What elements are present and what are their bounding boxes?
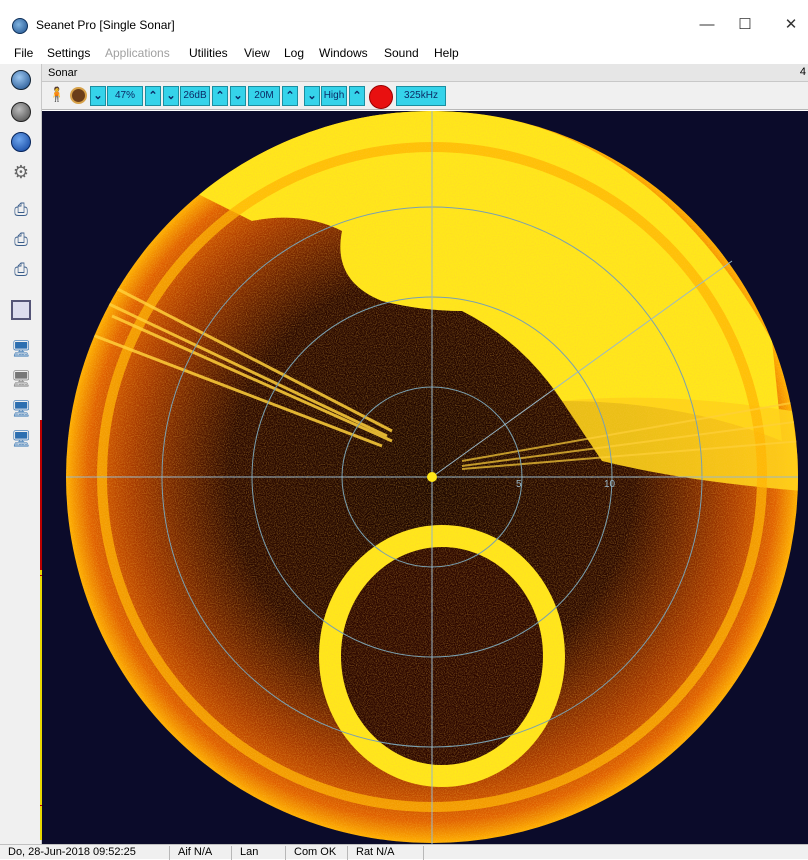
sonar-controls: 🧍 ⌄ 47% ⌃ ⌄ 26dB ⌃ ⌄ 20M ⌃ ⌄ High ⌃ 325k… (42, 82, 808, 110)
resolution-value[interactable]: High (321, 86, 347, 106)
menu-utilities[interactable]: Utilities (189, 46, 228, 60)
panel-icon[interactable] (11, 300, 31, 320)
status-com: Com OK (290, 846, 348, 860)
title-bar: Seanet Pro [Single Sonar] — ☐ ✕ (0, 0, 808, 42)
record-button[interactable] (369, 85, 393, 109)
printer-icon-3[interactable]: ⎙ (14, 260, 28, 279)
maximize-button[interactable]: ☐ (738, 16, 752, 33)
range-value[interactable]: 20M (248, 86, 280, 106)
seanet-app-icon (12, 18, 28, 34)
range-up-button[interactable]: ⌃ (282, 86, 298, 106)
menu-file[interactable]: File (14, 46, 34, 60)
range-label-10: 10 (604, 479, 616, 490)
resolution-up-button[interactable]: ⌃ (349, 86, 365, 106)
gain-value[interactable]: 47% (107, 86, 143, 106)
monitor-icon-3[interactable]: 🖥 (11, 401, 32, 418)
gain-up-button[interactable]: ⌃ (145, 86, 161, 106)
status-aif: Aif N/A (174, 846, 232, 860)
settings-gears-icon[interactable]: ⚙ (12, 162, 30, 182)
sweep-line (431, 260, 733, 478)
frequency-value[interactable]: 325kHz (396, 86, 446, 106)
contrast-value[interactable]: 26dB (180, 86, 210, 106)
sonar-panel-title: Sonar (48, 67, 78, 79)
person-icon[interactable]: 🧍 (48, 86, 66, 102)
menu-view[interactable]: View (244, 46, 270, 60)
status-datetime: Do, 28-Jun-2018 09:52:25 (4, 846, 170, 860)
compass-icon[interactable] (11, 70, 31, 90)
menu-help[interactable]: Help (434, 46, 459, 60)
monitor-icon-4[interactable]: 🖥 (11, 431, 32, 448)
stop-icon[interactable] (11, 132, 31, 152)
monitor-icon[interactable]: 🖥 (11, 341, 32, 358)
status-bar: Do, 28-Jun-2018 09:52:25 Aif N/A Lan Com… (0, 844, 808, 860)
menu-sound[interactable]: Sound (384, 46, 419, 60)
sonar-head-marker (427, 472, 437, 482)
status-rat: Rat N/A (352, 846, 424, 860)
sonar-panel-header: Sonar 4 (42, 64, 808, 82)
menu-log[interactable]: Log (284, 46, 305, 60)
sonar-mode-button[interactable] (70, 87, 87, 104)
contrast-up-button[interactable]: ⌃ (212, 86, 228, 106)
menu-bar: File Settings Applications Utilities Vie… (0, 42, 808, 64)
printer-icon[interactable]: ⎙ (14, 200, 28, 219)
menu-settings[interactable]: Settings (47, 46, 91, 60)
left-toolbar: ⚙ ⎙ ⎙ ⎙ 🖥 🖥 🖥 🖥 (0, 64, 42, 844)
menu-applications[interactable]: Applications (105, 46, 170, 60)
range-down-button[interactable]: ⌄ (230, 86, 246, 106)
sonar-panel-number: 4 (799, 66, 806, 78)
sonar-display[interactable]: 5 10 (42, 111, 808, 844)
printer-icon-2[interactable]: ⎙ (14, 230, 28, 249)
range-label-5: 5 (516, 479, 522, 490)
sonar-head-icon[interactable] (11, 102, 31, 122)
status-lan: Lan (236, 846, 286, 860)
close-button[interactable]: ✕ (784, 16, 798, 33)
monitor-icon-2[interactable]: 🖥 (11, 371, 32, 388)
resolution-down-button[interactable]: ⌄ (304, 86, 320, 106)
menu-windows[interactable]: Windows (319, 46, 368, 60)
gain-down-button[interactable]: ⌄ (90, 86, 106, 106)
sonar-plot: 5 10 (66, 111, 798, 844)
contrast-down-button[interactable]: ⌄ (163, 86, 179, 106)
minimize-button[interactable]: — (699, 16, 715, 33)
window-title: Seanet Pro [Single Sonar] (36, 18, 175, 32)
